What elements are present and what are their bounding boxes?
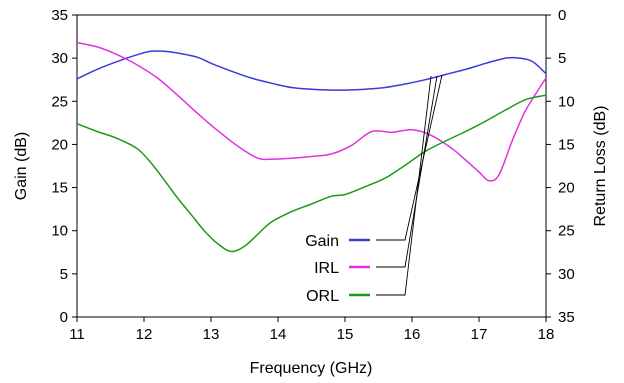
right-y-tick-label: 5 [558, 50, 566, 67]
legend-label-orl: ORL [306, 288, 339, 305]
right-y-tick-label: 35 [558, 309, 575, 326]
left-y-tick-label: 5 [60, 266, 68, 283]
series-line-irl [76, 41, 547, 182]
x-tick-label: 18 [538, 326, 555, 343]
x-tick-label: 13 [203, 326, 220, 343]
x-tick-label: 11 [69, 326, 85, 343]
left-y-tick-label: 35 [51, 7, 68, 24]
legend: Gain IRL ORL [305, 74, 443, 305]
legend-leader-line [376, 74, 443, 241]
right-y-tick-label: 25 [558, 223, 575, 240]
x-tick-label: 14 [270, 326, 287, 343]
plot-frame [76, 14, 547, 318]
right-y-tick-label: 30 [558, 266, 575, 283]
legend-leader-line [376, 75, 438, 268]
left-axis-title: Gain (dB) [13, 132, 30, 200]
left-y-tick-label: 25 [51, 93, 68, 110]
x-axis-title: Frequency (GHz) [250, 360, 373, 377]
x-tick-label: 17 [471, 326, 488, 343]
left-y-tick-label: 30 [51, 50, 68, 67]
left-y-tick-label: 15 [51, 180, 68, 197]
x-tick-label: 12 [136, 326, 153, 343]
left-y-tick-label: 0 [60, 309, 68, 326]
legend-label-irl: IRL [314, 260, 339, 277]
right-axis-title: Return Loss (dB) [592, 106, 609, 227]
legend-label-gain: Gain [305, 233, 339, 250]
series-line-orl [76, 94, 547, 253]
right-y-tick-label: 15 [558, 136, 575, 153]
right-y-tick-label: 0 [558, 7, 566, 24]
series-layer [76, 41, 547, 253]
left-y-tick-label: 10 [51, 223, 68, 240]
left-y-tick-label: 20 [51, 136, 68, 153]
legend-leader-line [376, 75, 432, 296]
ticks-layer: 11 12 13 14 15 16 17 18 0 5 10 15 20 25 30 35 35 30 25 20 15… [51, 7, 574, 343]
series-line-gain [76, 50, 547, 91]
right-y-tick-label: 20 [558, 180, 575, 197]
right-y-tick-label: 10 [558, 93, 575, 110]
x-tick-label: 16 [404, 326, 421, 343]
x-tick-label: 15 [337, 326, 354, 343]
